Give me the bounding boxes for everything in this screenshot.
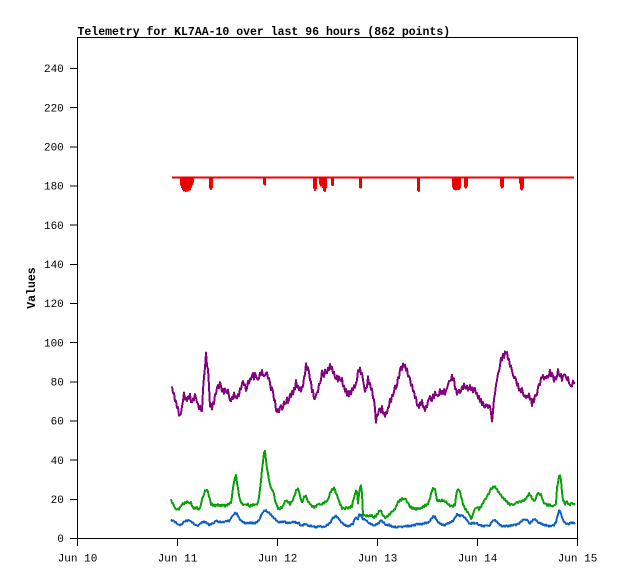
svg-text:20: 20 (51, 495, 64, 507)
svg-text:140: 140 (44, 260, 64, 272)
svg-text:60: 60 (51, 417, 64, 429)
svg-text:Jun 11: Jun 11 (158, 554, 198, 566)
svg-text:120: 120 (44, 299, 64, 311)
svg-text:40: 40 (51, 456, 64, 468)
svg-text:100: 100 (44, 338, 64, 350)
svg-text:220: 220 (44, 103, 64, 115)
svg-text:240: 240 (44, 64, 64, 76)
svg-text:180: 180 (44, 182, 64, 194)
svg-text:80: 80 (51, 378, 64, 390)
svg-text:Jun 13: Jun 13 (358, 554, 398, 566)
svg-text:200: 200 (44, 142, 64, 154)
svg-text:Jun 12: Jun 12 (258, 554, 298, 566)
svg-text:Jun 14: Jun 14 (458, 554, 498, 566)
svg-text:Values: Values (26, 267, 39, 309)
svg-text:Jun 10: Jun 10 (58, 554, 98, 566)
svg-text:Jun 15: Jun 15 (558, 554, 598, 566)
svg-text:0: 0 (57, 534, 64, 546)
svg-text:Telemetry for KL7AA-10 over la: Telemetry for KL7AA-10 over last 96 hour… (78, 26, 451, 39)
svg-text:160: 160 (44, 221, 64, 233)
